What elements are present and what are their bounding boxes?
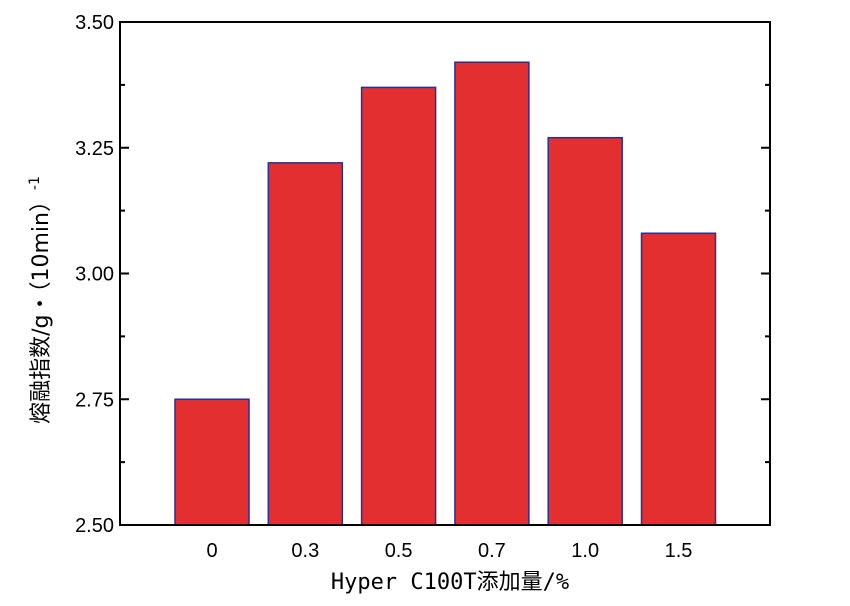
x-axis-label: Hyper C100T添加量/% — [331, 570, 569, 595]
x-tick-label: 0.7 — [478, 540, 506, 562]
bar — [547, 136, 623, 526]
x-tick-label: 0.5 — [385, 540, 413, 562]
y-tick-label: 3.50 — [75, 12, 114, 34]
x-axis-ticks: 0 0.3 0.5 0.7 1.0 1.5 — [206, 540, 692, 562]
y-axis-label-group: 熔融指数/g・（10min）-1 — [27, 176, 54, 424]
x-tick-label: 0 — [206, 540, 217, 562]
bar — [360, 86, 437, 526]
bar — [174, 398, 250, 526]
bar — [640, 232, 717, 526]
y-tick-label: 2.50 — [75, 515, 114, 537]
bar — [454, 61, 530, 526]
bars-group — [174, 61, 717, 526]
bar — [267, 162, 344, 526]
y-tick-label: 2.75 — [75, 389, 114, 411]
y-tick-label: 3.25 — [75, 138, 114, 160]
plot-frame — [119, 21, 771, 526]
x-tick-label: 0.3 — [291, 540, 319, 562]
y-axis-label: 熔融指数/g・（10min）-1 — [27, 176, 54, 424]
y-tick-label: 3.00 — [75, 264, 114, 286]
y-axis-label-text: 熔融指数/g・（10min） — [29, 190, 54, 424]
x-tick-label: 1.0 — [571, 540, 599, 562]
y-axis-label-superscript: -1 — [27, 176, 43, 190]
x-tick-label: 1.5 — [665, 540, 693, 562]
